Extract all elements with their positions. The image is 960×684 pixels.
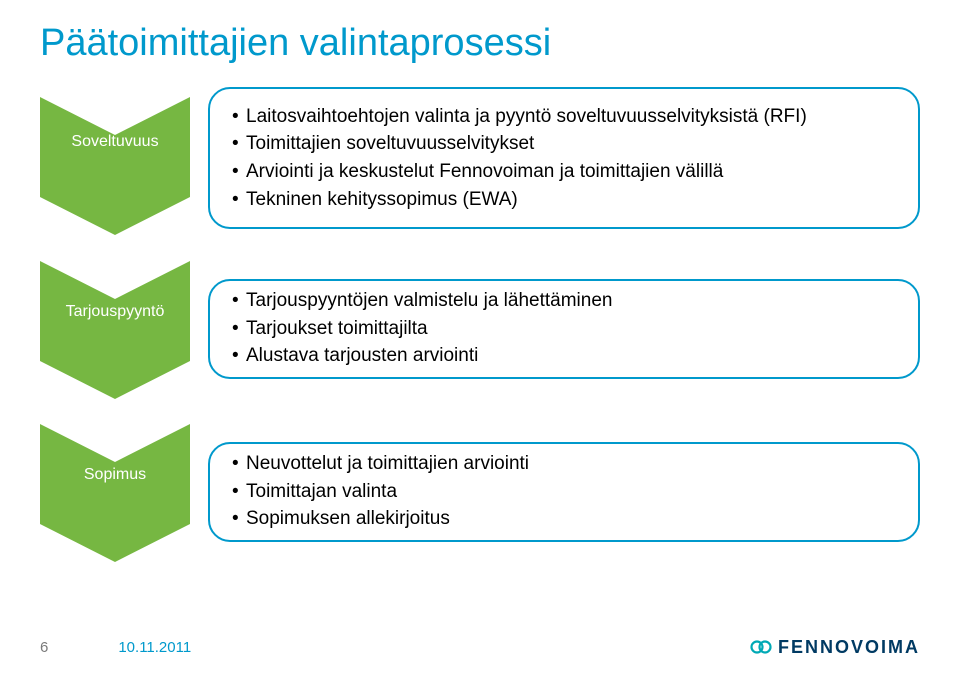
- stage-box: Laitosvaihtoehtojen valinta ja pyyntö so…: [208, 87, 920, 229]
- stage-box: Tarjouspyyntöjen valmistelu ja lähettämi…: [208, 279, 920, 379]
- slide: Päätoimittajien valintaprosessi Soveltuv…: [0, 0, 960, 684]
- stage-row: Soveltuvuus Laitosvaihtoehtojen valinta j…: [40, 83, 920, 233]
- stage-box: Neuvottelut ja toimittajien arviointiToi…: [208, 442, 920, 542]
- stage-row: Sopimus Neuvottelut ja toimittajien arvio…: [40, 424, 920, 559]
- stages-container: Soveltuvuus Laitosvaihtoehtojen valinta j…: [40, 83, 920, 559]
- stage-label: Sopimus: [40, 466, 190, 484]
- stage-list-item: Arviointi ja keskustelut Fennovoiman ja …: [232, 158, 807, 186]
- page-title: Päätoimittajien valintaprosessi: [40, 22, 920, 65]
- stage-list-item: Tarjoukset toimittajilta: [232, 315, 612, 343]
- stage-list-item: Toimittajien soveltuvuusselvitykset: [232, 130, 807, 158]
- stage-chevron: Sopimus: [40, 424, 190, 559]
- stage-list: Neuvottelut ja toimittajien arviointiToi…: [232, 450, 529, 533]
- footer: 6 10.11.2011 FENNOVOIMA: [40, 636, 920, 658]
- stage-list-item: Alustava tarjousten arviointi: [232, 342, 612, 370]
- logo-text: FENNOVOIMA: [778, 637, 920, 658]
- logo: FENNOVOIMA: [750, 636, 920, 658]
- stage-list-item: Tekninen kehityssopimus (EWA): [232, 186, 807, 214]
- stage-list-item: Toimittajan valinta: [232, 478, 529, 506]
- stage-row: Tarjouspyyntö Tarjouspyyntöjen valmistelu…: [40, 261, 920, 396]
- stage-list: Laitosvaihtoehtojen valinta ja pyyntö so…: [232, 103, 807, 213]
- stage-label: Tarjouspyyntö: [40, 303, 190, 321]
- stage-chevron: Tarjouspyyntö: [40, 261, 190, 396]
- stage-list-item: Laitosvaihtoehtojen valinta ja pyyntö so…: [232, 103, 807, 131]
- stage-label: Soveltuvuus: [40, 133, 190, 151]
- stage-chevron: Soveltuvuus: [40, 91, 190, 226]
- stage-list-item: Tarjouspyyntöjen valmistelu ja lähettämi…: [232, 287, 612, 315]
- stage-list: Tarjouspyyntöjen valmistelu ja lähettämi…: [232, 287, 612, 370]
- stage-list-item: Sopimuksen allekirjoitus: [232, 505, 529, 533]
- page-number: 6: [40, 639, 48, 656]
- logo-icon: [750, 636, 772, 658]
- footer-left: 6 10.11.2011: [40, 639, 191, 656]
- stage-list-item: Neuvottelut ja toimittajien arviointi: [232, 450, 529, 478]
- footer-date: 10.11.2011: [118, 639, 191, 656]
